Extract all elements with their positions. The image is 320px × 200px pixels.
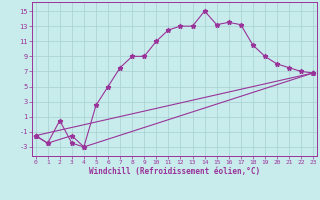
X-axis label: Windchill (Refroidissement éolien,°C): Windchill (Refroidissement éolien,°C) — [89, 167, 260, 176]
